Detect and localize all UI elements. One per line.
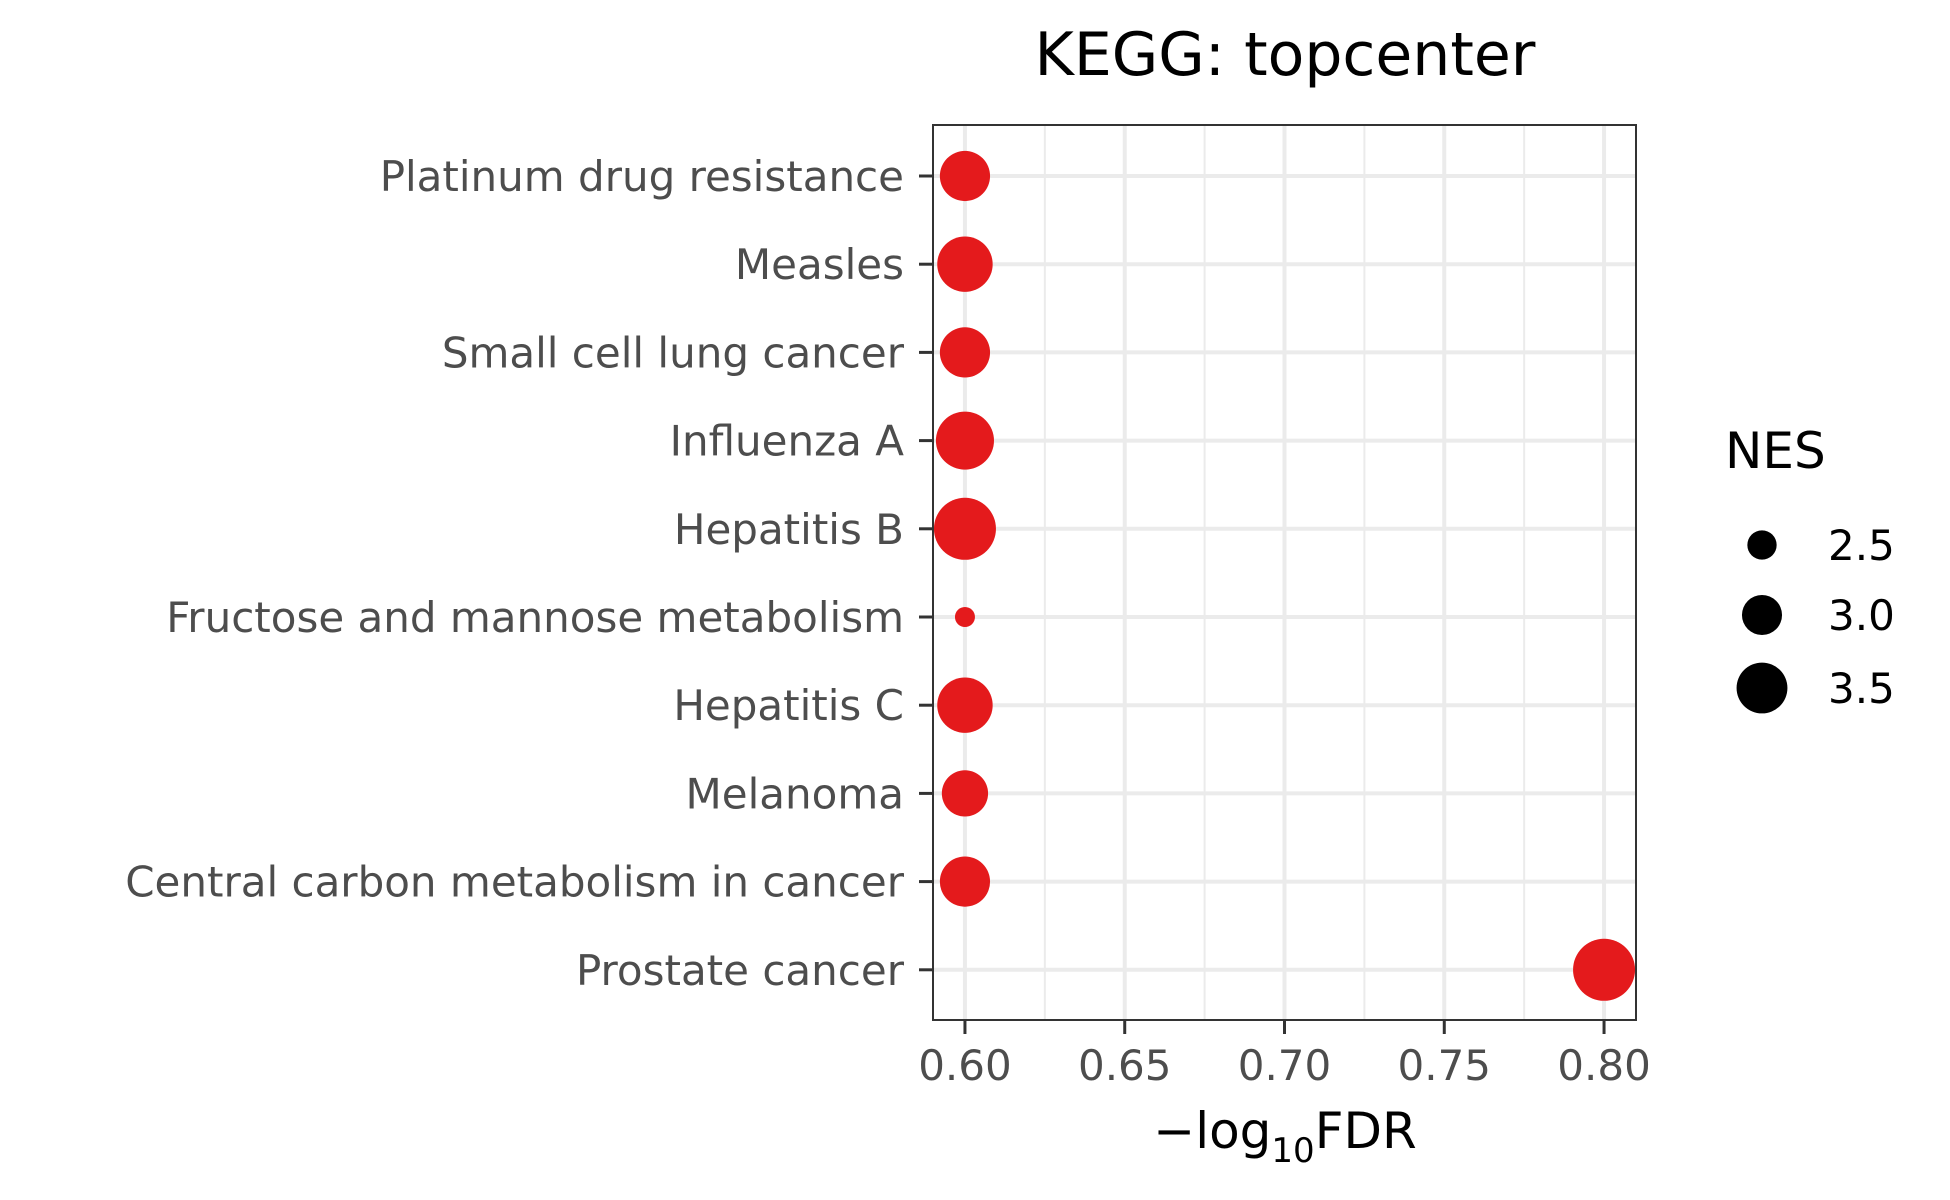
data-point bbox=[937, 236, 993, 292]
x-tick-label: 0.65 bbox=[1078, 1041, 1172, 1090]
x-axis: 0.60 0.65 0.70 0.75 0.80 bbox=[918, 1020, 1651, 1090]
y-tick-label: Prostate cancer bbox=[576, 946, 905, 995]
y-tick-label: Influenza A bbox=[670, 417, 905, 466]
chart-title: KEGG: topcenter bbox=[1035, 20, 1536, 90]
y-tick-label: Measles bbox=[735, 240, 904, 289]
legend-label: 3.5 bbox=[1828, 664, 1895, 713]
data-point bbox=[941, 770, 989, 817]
y-tick-label: Hepatitis B bbox=[674, 505, 904, 554]
y-tick-label: Fructose and mannose metabolism bbox=[166, 593, 904, 642]
grid-minor bbox=[1043, 125, 1526, 1020]
legend-label: 3.0 bbox=[1828, 591, 1895, 640]
x-axis-title-subscript: 10 bbox=[1271, 1131, 1314, 1171]
x-axis-title-tail: FDR bbox=[1315, 1102, 1417, 1160]
x-tick-label: 0.60 bbox=[918, 1041, 1012, 1090]
x-tick-label: 0.75 bbox=[1398, 1041, 1492, 1090]
y-tick-label: Melanoma bbox=[686, 769, 904, 818]
y-tick-label: Platinum drug resistance bbox=[380, 152, 904, 201]
data-point bbox=[935, 411, 994, 470]
y-tick-label: Central carbon metabolism in cancer bbox=[125, 858, 905, 907]
x-axis-title-main: −log bbox=[1153, 1102, 1271, 1160]
data-point bbox=[939, 327, 991, 378]
y-tick-label: Hepatitis C bbox=[673, 681, 904, 730]
data-point bbox=[939, 150, 991, 202]
x-tick-label: 0.80 bbox=[1557, 1041, 1651, 1090]
legend-label: 2.5 bbox=[1828, 521, 1895, 570]
data-point bbox=[1573, 938, 1636, 1001]
legend-key bbox=[1741, 594, 1783, 636]
legend-key bbox=[1747, 530, 1777, 560]
legend-title: NES bbox=[1725, 422, 1826, 480]
data-point bbox=[954, 607, 975, 627]
data-point bbox=[939, 856, 991, 907]
data-point bbox=[933, 497, 996, 560]
plot-panel bbox=[932, 124, 1637, 1021]
legend-key bbox=[1736, 662, 1788, 714]
y-axis: Platinum drug resistance Measles Small cel… bbox=[125, 152, 933, 995]
y-tick-label: Small cell lung cancer bbox=[442, 328, 905, 377]
x-axis-title: −log10FDR bbox=[1153, 1102, 1416, 1171]
x-tick-label: 0.70 bbox=[1238, 1041, 1332, 1090]
size-legend: NES 2.5 3.0 3.5 bbox=[1725, 422, 1895, 714]
data-points bbox=[933, 150, 1636, 1001]
data-point bbox=[937, 677, 993, 733]
